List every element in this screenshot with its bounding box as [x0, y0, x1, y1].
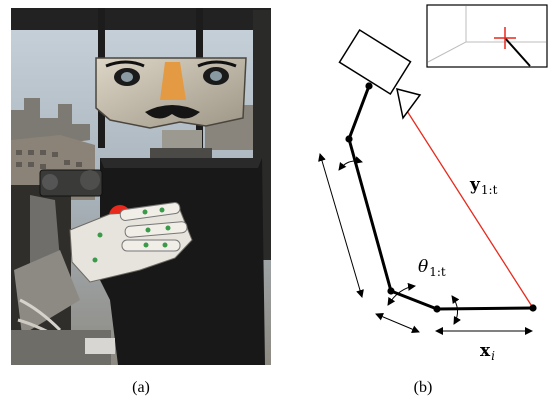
joint — [365, 82, 373, 90]
camera-icon — [338, 28, 422, 120]
camera-view-inset — [426, 4, 548, 68]
robot-hand — [69, 202, 193, 283]
joint-rotation-arrow — [387, 282, 416, 306]
end-effector-joint — [529, 304, 537, 312]
robot-head — [95, 57, 247, 158]
robot-arm — [14, 169, 103, 346]
joint — [433, 305, 441, 313]
link-length-arrow — [318, 153, 364, 298]
joint-rotation-arrow — [451, 295, 461, 325]
link-length-arrow — [375, 313, 420, 333]
panel-a-caption: (a) — [132, 379, 150, 396]
label-x: xi — [480, 341, 495, 363]
robot-photo — [11, 8, 271, 365]
panel-b-caption: (b) — [414, 379, 433, 396]
label-y: y1:t — [469, 175, 498, 197]
joint — [345, 135, 353, 143]
joint — [387, 287, 395, 295]
label-theta: θ1:t — [418, 257, 446, 279]
observation-ray — [399, 99, 534, 309]
arm-diagram: y1:t θ1:t xi — [318, 4, 548, 363]
target-crosshair-icon — [494, 27, 516, 49]
